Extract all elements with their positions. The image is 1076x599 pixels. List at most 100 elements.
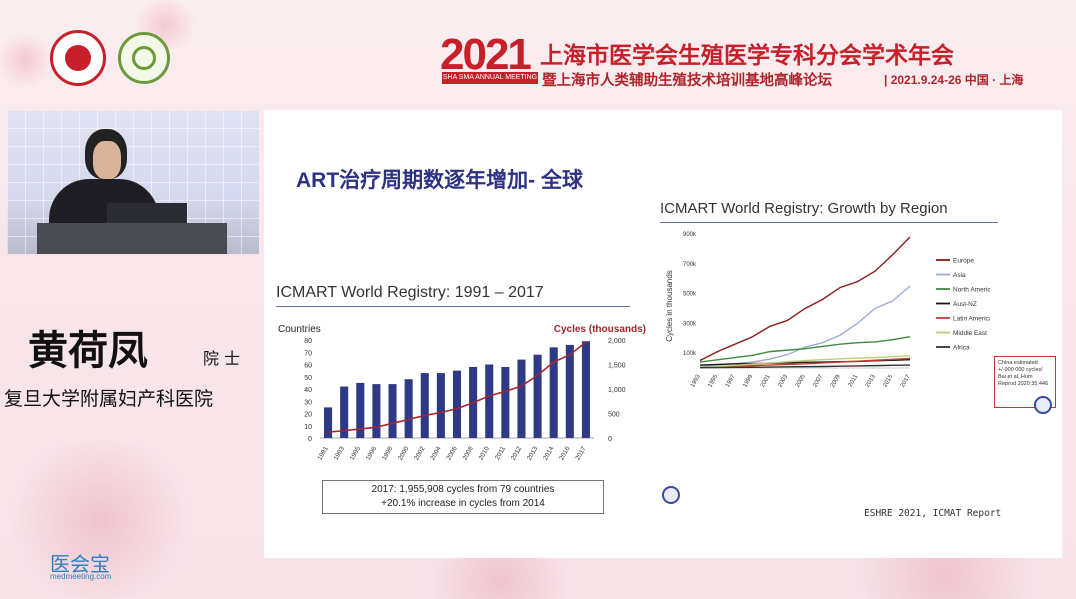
- summary-line-2: +20.1% increase in cycles from 2014: [381, 498, 545, 509]
- chart1-bar: [404, 379, 413, 438]
- chart2-legend-label: North America: [953, 287, 990, 294]
- chart1-x-tick-label: 2014: [542, 445, 555, 461]
- chart1-x-tick-label: 2010: [478, 445, 491, 461]
- chart1-x-tick-label: 1996: [365, 445, 378, 461]
- slide-title: ART治疗周期数逐年增加- 全球: [296, 169, 583, 192]
- presentation-slide: ART治疗周期数逐年增加- 全球 ICMART World Registry: …: [264, 110, 1062, 558]
- chart2-series-line: [699, 236, 911, 362]
- chart1-bar: [420, 373, 429, 438]
- chart1-left-tick-label: 40: [304, 387, 312, 394]
- chart2-x-tick-label: 2001: [760, 373, 772, 388]
- slide-source: ESHRE 2021, ICMAT Report: [864, 508, 1002, 519]
- chart1-left-tick-label: 60: [304, 363, 312, 370]
- blossom-decoration: [400, 556, 600, 599]
- chart2-x-tick-label: 2003: [777, 373, 789, 388]
- chart2-legend-label: Aust-NZ: [953, 301, 977, 308]
- chart1-x-tick-label: 1995: [349, 445, 362, 461]
- chart1-bar: [388, 384, 397, 438]
- chart2-legend-label: Europe: [953, 258, 974, 265]
- chart2-series-line: [699, 285, 911, 368]
- chart2-legend-label: Asia: [953, 272, 966, 279]
- conference-title: 上海市医学会生殖医学专科分会学术年会: [540, 42, 954, 68]
- summary-line-1: 2017: 1,955,908 cycles from 79 countries: [371, 484, 555, 495]
- growth-by-region-chart: Cycles in thousands 100k 300k 500k 700k 900k 1…: [665, 232, 990, 389]
- chart2-title: ICMART World Registry: Growth by Region: [660, 200, 948, 217]
- brand-url: medmeeting.com: [50, 572, 112, 581]
- chart2-x-tick-label: 2005: [795, 373, 807, 388]
- chart1-right-tick-label: 2,000: [608, 338, 626, 345]
- chart2-divider: [660, 222, 998, 223]
- chart1-bar: [517, 359, 526, 438]
- chart1-bar: [565, 344, 574, 438]
- chart1-cycles-line: [327, 341, 587, 433]
- society-logo: [50, 30, 106, 86]
- chart1-right-tick-label: 0: [608, 436, 612, 443]
- chart2-x-tick-label: 2013: [865, 373, 877, 388]
- chart2-y-tick-label: 100k: [683, 351, 697, 357]
- chart2-x-tick-label: 1997: [725, 373, 737, 388]
- icmart-badge-icon: [662, 486, 680, 504]
- chart1-bar: [340, 386, 349, 438]
- chart2-y-tick-label: 500k: [683, 292, 697, 298]
- chart1-left-tick-label: 20: [304, 412, 312, 419]
- speaker-organization: 复旦大学附属妇产科医院: [4, 388, 214, 410]
- chart1-bar: [485, 364, 494, 438]
- chart2-x-tick-label: 2017: [900, 373, 912, 388]
- blossom-decoration: [0, 440, 200, 599]
- chart1-x-tick-label: 2016: [558, 445, 571, 461]
- chart1-x-tick-label: 2000: [397, 445, 410, 461]
- chart2-y-tick-label: 700k: [683, 262, 697, 268]
- chart1-right-tick-label: 500: [608, 412, 620, 419]
- china-estimate-note: China estimated +/-900 000 cycles! Bai e…: [994, 356, 1056, 408]
- brand-logo: 医会宝: [50, 554, 110, 576]
- chart1-left-tick-label: 50: [304, 375, 312, 382]
- chart1-x-tick-label: 2002: [413, 445, 426, 461]
- countries-cycles-chart: Countries Cycles (thousands) 0 10 20 30 40 50 60…: [278, 324, 646, 462]
- chart2-series-line: [699, 364, 911, 369]
- chart1-bar: [501, 366, 510, 438]
- chart1-x-tick-label: 1991: [316, 445, 329, 461]
- chart2-y-tick-label: 900k: [683, 232, 697, 238]
- chart1-right-axis-label: Cycles (thousands): [554, 324, 646, 335]
- chart1-x-tick-label: 2013: [526, 445, 539, 461]
- chart1-bar: [549, 347, 558, 438]
- chart2-legend-label: Africa: [953, 345, 970, 352]
- chart1-left-tick-label: 80: [304, 338, 312, 345]
- chart2-x-tick-label: 1999: [742, 373, 754, 388]
- chart1-title: ICMART World Registry: 1991 – 2017: [276, 284, 544, 301]
- chart1-left-tick-label: 70: [304, 350, 312, 357]
- chart2-x-tick-label: 2011: [848, 373, 860, 388]
- annual-meeting-tag: SHA SMA ANNUAL MEETING: [442, 72, 538, 84]
- training-base-logo: [118, 32, 170, 84]
- chart1-x-tick-label: 2008: [462, 445, 475, 461]
- chart1-x-tick-label: 2012: [510, 445, 523, 461]
- chart1-right-tick-label: 1,000: [608, 387, 626, 394]
- chart1-divider: [276, 306, 630, 307]
- chart1-left-axis-label: Countries: [278, 324, 321, 335]
- conference-year: 2021: [440, 30, 532, 79]
- chart1-bar: [372, 384, 381, 438]
- chart1-bar: [533, 354, 542, 438]
- chart1-x-tick-label: 2004: [429, 445, 442, 461]
- summary-box: 2017: 1,955,908 cycles from 79 countries…: [322, 480, 604, 514]
- chart2-y-tick-label: 300k: [683, 321, 697, 327]
- chart1-left-tick-label: 0: [308, 436, 312, 443]
- chart1-bar: [581, 341, 590, 438]
- chart1-bar: [452, 370, 462, 438]
- chart1-x-tick-label: 1993: [333, 445, 346, 461]
- speaker-video: [7, 111, 259, 254]
- blossom-decoration: [0, 30, 50, 90]
- chart2-x-tick-label: 2015: [882, 373, 894, 388]
- chart1-left-tick-label: 30: [304, 399, 312, 406]
- icmart-badge-icon: [1034, 396, 1052, 414]
- chart2-legend-label: Latin America: [953, 316, 990, 323]
- chart1-x-tick-label: 2011: [494, 445, 507, 461]
- speaker-title: 院 士: [203, 349, 241, 368]
- chart1-bar: [436, 373, 445, 438]
- chart1-bar: [324, 407, 333, 438]
- chart2-x-tick-label: 1995: [707, 373, 719, 388]
- chart1-left-tick-label: 10: [304, 424, 312, 431]
- chart1-x-tick-label: 2006: [445, 445, 458, 461]
- chart2-series-line: [699, 336, 911, 363]
- chart1-right-tick-label: 1,500: [608, 363, 626, 370]
